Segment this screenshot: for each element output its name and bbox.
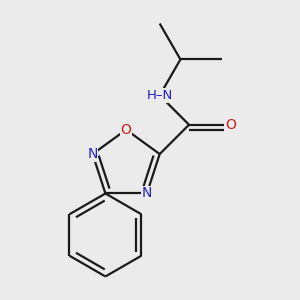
Text: N: N	[142, 187, 152, 200]
Text: O: O	[121, 123, 132, 137]
Text: O: O	[225, 118, 236, 132]
Text: N: N	[87, 147, 98, 161]
Text: H–N: H–N	[147, 89, 173, 102]
